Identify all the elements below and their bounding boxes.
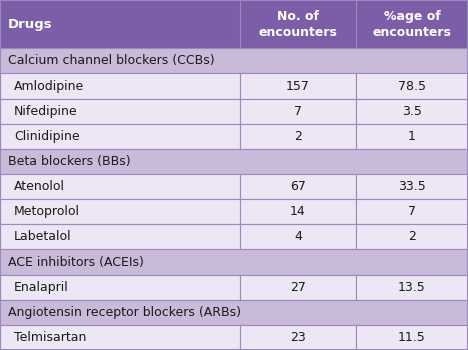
Text: 2: 2 <box>294 130 302 143</box>
Bar <box>240 0 356 48</box>
Text: 14: 14 <box>290 205 306 218</box>
Bar <box>0 275 240 300</box>
Bar <box>240 325 356 350</box>
Bar <box>0 74 240 99</box>
Bar <box>356 325 468 350</box>
Text: Calcium channel blockers (CCBs): Calcium channel blockers (CCBs) <box>8 54 215 68</box>
Bar <box>0 224 240 250</box>
Bar <box>240 124 356 149</box>
Text: Atenolol: Atenolol <box>14 180 65 193</box>
Bar <box>356 74 468 99</box>
Bar <box>356 124 468 149</box>
Bar <box>0 250 468 275</box>
Text: Metoprolol: Metoprolol <box>14 205 80 218</box>
Text: 2: 2 <box>408 230 416 243</box>
Text: 11.5: 11.5 <box>398 331 426 344</box>
Bar <box>0 48 468 74</box>
Bar <box>0 124 240 149</box>
Text: Enalapril: Enalapril <box>14 281 69 294</box>
Text: Telmisartan: Telmisartan <box>14 331 87 344</box>
Text: 33.5: 33.5 <box>398 180 426 193</box>
Text: 7: 7 <box>408 205 416 218</box>
Bar <box>0 99 240 124</box>
Bar <box>0 0 240 48</box>
Text: 13.5: 13.5 <box>398 281 426 294</box>
Text: Labetalol: Labetalol <box>14 230 72 243</box>
Text: 78.5: 78.5 <box>398 79 426 92</box>
Bar <box>240 99 356 124</box>
Bar <box>356 275 468 300</box>
Text: 27: 27 <box>290 281 306 294</box>
Bar <box>0 325 240 350</box>
Text: 4: 4 <box>294 230 302 243</box>
Text: Nifedipine: Nifedipine <box>14 105 78 118</box>
Text: 157: 157 <box>286 79 310 92</box>
Bar <box>0 199 240 224</box>
Text: 23: 23 <box>290 331 306 344</box>
Text: 3.5: 3.5 <box>402 105 422 118</box>
Bar <box>356 0 468 48</box>
Bar <box>356 199 468 224</box>
Text: Amlodipine: Amlodipine <box>14 79 84 92</box>
Bar <box>0 300 468 325</box>
Bar <box>240 275 356 300</box>
Text: 1: 1 <box>408 130 416 143</box>
Text: 67: 67 <box>290 180 306 193</box>
Bar <box>356 224 468 250</box>
Bar <box>0 149 468 174</box>
Text: Beta blockers (BBs): Beta blockers (BBs) <box>8 155 131 168</box>
Bar <box>240 174 356 199</box>
Bar <box>0 174 240 199</box>
Text: Clinidipine: Clinidipine <box>14 130 80 143</box>
Text: ACE inhibitors (ACEIs): ACE inhibitors (ACEIs) <box>8 256 144 268</box>
Text: Drugs: Drugs <box>8 18 52 31</box>
Text: No. of
encounters: No. of encounters <box>258 10 337 38</box>
Bar <box>356 174 468 199</box>
Bar <box>240 74 356 99</box>
Text: Angiotensin receptor blockers (ARBs): Angiotensin receptor blockers (ARBs) <box>8 306 241 319</box>
Bar <box>240 199 356 224</box>
Text: %age of
encounters: %age of encounters <box>373 10 452 38</box>
Bar <box>356 99 468 124</box>
Bar <box>240 224 356 250</box>
Text: 7: 7 <box>294 105 302 118</box>
